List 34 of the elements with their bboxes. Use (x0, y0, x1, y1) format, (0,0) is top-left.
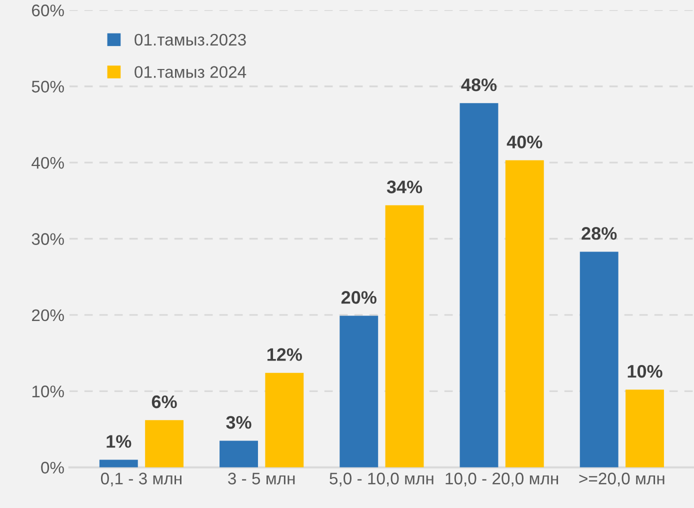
y-tick-label: 0% (41, 462, 64, 474)
x-tick-label: >=20,0 млн (579, 472, 664, 486)
bar (99, 460, 138, 468)
bar (460, 103, 498, 468)
y-tick-label: 10% (32, 386, 64, 398)
x-tick-label: 10,0 - 20,0 млн (446, 472, 558, 486)
bar (505, 160, 544, 468)
data-label: 3% (226, 416, 252, 429)
x-tick-label: 3 - 5 млн (228, 472, 295, 484)
legend-label: 01.тамыз 2024 (134, 66, 246, 78)
x-tick-label: 5,0 - 10,0 млн (330, 472, 434, 486)
data-label: 12% (267, 348, 302, 361)
y-tick-label: 30% (32, 233, 64, 245)
data-label: 1% (106, 435, 132, 448)
legend-label: 01.тамыз.2023 (134, 34, 246, 46)
y-tick-label: 50% (32, 80, 64, 93)
bar (340, 316, 378, 468)
data-label: 6% (152, 395, 177, 408)
bar (265, 372, 304, 468)
data-label: 40% (506, 136, 542, 148)
bar (220, 440, 258, 468)
bar (385, 205, 424, 468)
data-label: 20% (341, 291, 376, 304)
y-tick-label: 20% (32, 309, 64, 322)
bar (626, 390, 664, 468)
y-tick-label: 60% (32, 4, 64, 16)
y-tick-label: 40% (32, 156, 64, 169)
bar (580, 252, 618, 468)
bar (145, 420, 184, 468)
data-label: 28% (582, 227, 617, 240)
data-label: 34% (386, 180, 422, 194)
data-label: 10% (628, 364, 662, 378)
data-label: 48% (461, 78, 497, 92)
x-tick-label: 0,1 - 3 млн (100, 472, 182, 486)
